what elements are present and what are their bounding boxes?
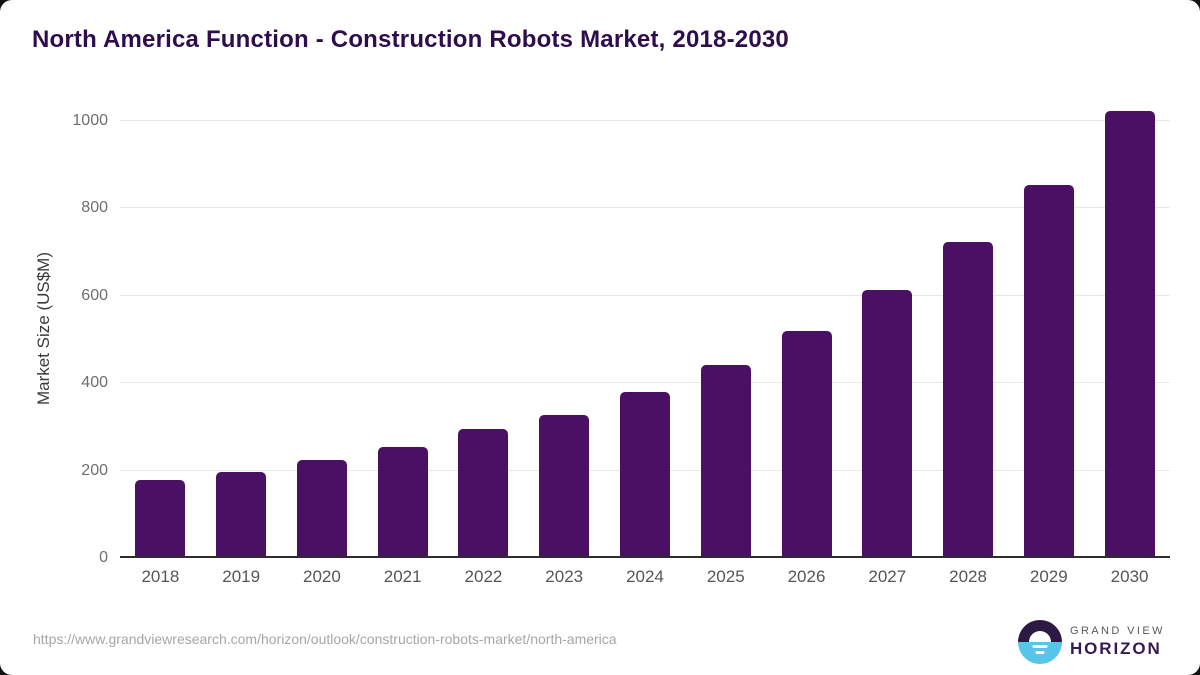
- bar-2018[interactable]: [135, 480, 186, 557]
- bar-2029[interactable]: [1023, 185, 1074, 557]
- x-tick-label-2025: 2025: [706, 567, 745, 586]
- bar-2028[interactable]: [943, 242, 994, 557]
- bar-slot-2027: [847, 0, 928, 557]
- x-tick-label-2019: 2019: [222, 567, 261, 586]
- gridline-1000: [120, 119, 1170, 121]
- water-line-2: [1035, 651, 1045, 654]
- bars-group: [120, 0, 1170, 557]
- bar-slot-2020: [282, 0, 363, 557]
- bar-2023[interactable]: [539, 414, 590, 557]
- source-url: https://www.grandviewresearch.com/horizo…: [33, 631, 617, 647]
- gridline-600: [120, 294, 1170, 296]
- gridline-400: [120, 382, 1170, 383]
- bar-2025[interactable]: [700, 364, 751, 557]
- logo-brand-bottom: HORIZON: [1070, 639, 1162, 658]
- y-axis-labels: 0 200 400 600 800 1000: [0, 0, 108, 567]
- gridline-800: [120, 207, 1170, 208]
- y-tick-label-0: 0: [99, 549, 108, 566]
- bar-2024[interactable]: [619, 391, 670, 557]
- horizon-sun-icon: [1018, 620, 1062, 664]
- x-tick-label-2020: 2020: [303, 567, 341, 586]
- bar-slot-2025: [685, 0, 766, 557]
- logo-brand-top: GRAND VIEW: [1070, 625, 1165, 637]
- x-tick-label-2023: 2023: [545, 567, 584, 586]
- y-tick-label-600: 600: [81, 286, 108, 304]
- bar-slot-2018: [120, 0, 201, 557]
- x-axis-line: [120, 556, 1170, 558]
- bar-slot-2028: [928, 0, 1009, 557]
- x-tick-label-2028: 2028: [949, 567, 987, 586]
- bar-slot-2021: [362, 0, 443, 557]
- bar-2020[interactable]: [296, 459, 347, 557]
- chart-title: North America Function - Construction Ro…: [32, 26, 789, 53]
- bar-slot-2019: [201, 0, 282, 557]
- y-tick-label-200: 200: [81, 461, 108, 479]
- x-tick-label-2029: 2029: [1029, 567, 1068, 586]
- y-tick-label-800: 800: [81, 199, 108, 216]
- bar-slot-2024: [605, 0, 686, 557]
- bar-slot-2022: [443, 0, 524, 557]
- water-line-1: [1032, 645, 1048, 648]
- bar-2027[interactable]: [862, 290, 913, 557]
- logo-text: GRAND VIEW HORIZON: [1070, 625, 1165, 659]
- x-axis-labels: 2018 2019 2020 2021 2022 2023 2024 2025 2026 2027…: [120, 567, 1170, 587]
- bar-2030[interactable]: [1104, 110, 1155, 557]
- bar-slot-2023: [524, 0, 605, 557]
- bar-2019[interactable]: [216, 471, 267, 557]
- x-tick-label-2026: 2026: [787, 567, 826, 586]
- sun-dome-shape: [1029, 631, 1051, 642]
- y-tick-label-1000: 1000: [72, 111, 108, 129]
- y-tick-label-400: 400: [81, 374, 108, 391]
- x-tick-label-2021: 2021: [383, 567, 422, 586]
- x-tick-label-2022: 2022: [464, 567, 503, 586]
- bar-2022[interactable]: [458, 429, 509, 557]
- x-tick-label-2030: 2030: [1110, 567, 1149, 586]
- plot-area: [120, 0, 1170, 558]
- bar-2026[interactable]: [781, 330, 832, 557]
- x-tick-label-2027: 2027: [868, 567, 907, 586]
- x-tick-label-2018: 2018: [141, 567, 180, 586]
- bar-slot-2029: [1008, 0, 1089, 557]
- grand-view-horizon-logo: GRAND VIEW HORIZON: [1018, 620, 1165, 664]
- bar-2021[interactable]: [377, 446, 428, 557]
- x-tick-label-2024: 2024: [626, 567, 664, 586]
- bar-slot-2026: [766, 0, 847, 557]
- bar-slot-2030: [1089, 0, 1170, 557]
